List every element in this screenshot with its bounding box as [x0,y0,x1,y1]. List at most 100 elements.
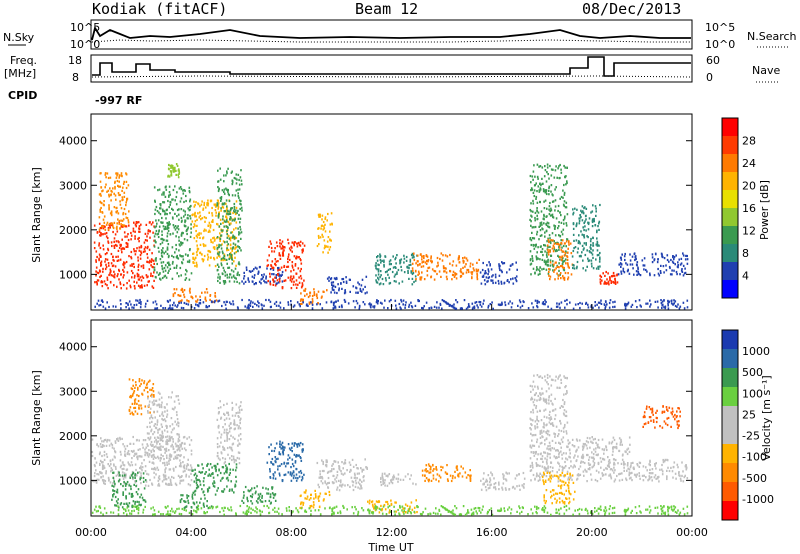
power-echo-cell [600,275,603,278]
power-echo-cell [498,265,500,268]
power-echo-cell [204,244,207,247]
power-echo-cell [230,236,232,239]
power-echo-cell [173,266,176,269]
velocity-echo-cell [249,489,252,492]
power-echo-cell [331,288,334,291]
power-echo-cell [155,259,157,262]
power-echo-cell [501,261,503,264]
velocity-echo-cell [149,421,151,424]
velocity-echo-cell [197,485,200,488]
power-echo-cell [216,244,218,247]
velocity-echo-cell [196,474,198,477]
velocity-echo-cell [227,432,229,435]
velocity-echo-cell [196,484,198,487]
power-echo-cell [534,299,537,302]
power-echo-cell [547,189,550,192]
power-echo-cell [377,270,380,273]
velocity-echo-cell [208,486,211,489]
velocity-echo-cell [469,478,472,481]
power-echo-cell [163,238,165,242]
power-echo-cell [118,185,120,188]
power-echo-cell [303,289,305,292]
velocity-echo-cell [135,439,138,442]
velocity-echo-cell [490,471,492,474]
power-echo-cell [176,256,179,259]
power-echo-cell [544,199,547,202]
power-echo-cell [161,193,163,196]
power-echo-cell [595,210,597,213]
velocity-echo-cell [280,447,282,450]
power-echo-cell [208,211,210,214]
power-echo-cell [279,280,281,283]
velocity-echo-cell [381,474,384,477]
velocity-echo-0 [91,435,193,487]
power-echo-cell [130,269,133,273]
velocity-echo-cell [122,443,124,446]
velocity-echo-cell [332,474,334,477]
power-echo-cell [585,218,587,221]
power-echo-cell [531,231,533,234]
velocity-echo-cell [164,471,166,474]
power-echo-cell [225,225,228,228]
power-echo-cell [624,304,627,307]
power-echo-cell [234,267,237,270]
power-echo-cell [151,259,153,262]
power-echo-cell [328,248,331,251]
velocity-echo-cell [318,486,320,489]
power-echo-cell [604,280,606,283]
velocity-echo-cell [425,470,428,473]
velocity-echo-cell [100,437,102,440]
power-echo-cell [538,268,540,271]
power-echo-cell [560,265,562,268]
power-echo-cell [148,280,150,283]
velocity-echo-cell [206,504,208,507]
power-echo-cell [122,186,124,189]
power-echo-cell [580,211,583,214]
velocity-echo-cell [128,502,131,505]
velocity-echo-cell [190,439,193,442]
velocity-echo-cell [304,491,307,494]
power-echo-cell [148,268,151,271]
power-echo-cell [133,221,135,224]
power-echo-cell [233,208,236,211]
power-echo-cell [121,238,123,241]
power-echo-cell [599,251,601,255]
power-echo-cell [261,304,263,307]
power-echo-cell [375,267,377,270]
power-echo-cell [202,237,204,240]
velocity-echo-cell [137,471,139,474]
power-echo-cell [100,194,102,197]
velocity-echo-cell [156,440,158,443]
power-echo-cell [386,270,388,273]
power-echo-cell [530,210,532,213]
velocity-echo-cell [140,503,142,506]
velocity-echo-cell [172,447,175,451]
power-echo-cell [560,230,563,233]
velocity-echo-cell [330,470,333,473]
power-echo-cell [219,167,221,170]
velocity-echo-cell [428,478,430,481]
velocity-echo-cell [223,447,225,450]
power-echo-cell [329,223,332,226]
velocity-echo-cell [388,482,391,485]
velocity-echo-cell [363,475,365,478]
power-echo-cell [417,260,419,263]
power-echo-cell [543,207,546,210]
velocity-echo-cell [200,497,202,500]
velocity-echo-cell [149,417,151,420]
power-echo-cell [300,277,303,280]
velocity-echo-cell [135,491,138,494]
power-echo-cell [337,283,339,286]
power-echo-cell [500,282,503,285]
power-echo-cell [352,285,355,288]
velocity-echo-cell [147,397,149,400]
velocity-echo-cell [301,501,303,504]
velocity-echo-cell [281,445,284,448]
power-echo-cell [119,193,121,197]
power-echo-cell [596,249,599,252]
velocity-echo-cell [201,463,203,466]
power-echo-cell [155,225,158,228]
velocity-echo-cell [186,465,188,468]
velocity-echo-cell [224,439,226,442]
power-echo-cell [133,306,135,309]
